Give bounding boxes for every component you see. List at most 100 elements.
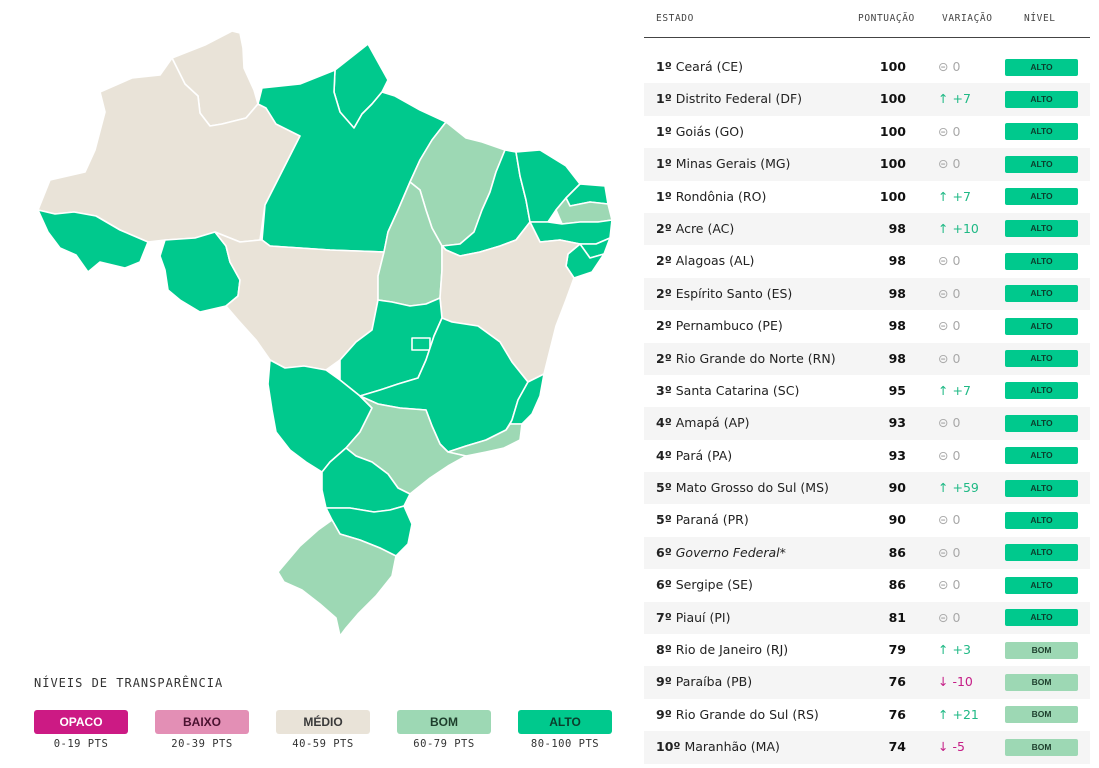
variation-zero-icon: ⊝: [938, 609, 949, 625]
variation-down-icon: ↓: [938, 674, 949, 690]
table-row[interactable]: 2º Acre (AC) 98 ↑ +10 ALTO: [644, 212, 1090, 246]
legend-range-medio: 40-59 PTS: [292, 738, 354, 750]
row-state: 6º Governo Federal*: [656, 537, 786, 569]
table-row[interactable]: 2º Rio Grande do Norte (RN) 98 ⊝ 0 ALTO: [644, 342, 1090, 375]
row-state: 10º Maranhão (MA): [656, 731, 780, 763]
row-score: 81: [888, 609, 906, 625]
table-row[interactable]: 4º Pará (PA) 93 ⊝ 0 ALTO: [644, 440, 1090, 472]
state-rio-grande-do-sul[interactable]: [277, 519, 397, 637]
row-rank: 1º: [656, 123, 672, 139]
table-row[interactable]: 2º Alagoas (AL) 98 ⊝ 0 ALTO: [644, 245, 1090, 277]
row-state: 2º Pernambuco (PE): [656, 310, 783, 342]
row-rank: 9º: [656, 674, 672, 690]
variation-zero-icon: ⊝: [938, 156, 949, 172]
row-score: 100: [879, 188, 906, 204]
level-badge: ALTO: [1005, 544, 1078, 562]
table-row[interactable]: 9º Rio Grande do Sul (RS) 76 ↑ +21 BOM: [644, 699, 1090, 731]
legend-swatch-bom: BOM: [397, 710, 491, 734]
row-rank: 1º: [656, 91, 672, 107]
legend-item-opaco: OPACO 0-19 PTS: [34, 710, 128, 750]
variation-value: 0: [952, 544, 961, 560]
table-row[interactable]: 6º Governo Federal* 86 ⊝ 0 ALTO: [644, 536, 1090, 570]
row-variation: ⊝ 0: [938, 278, 960, 310]
row-state: 2º Acre (AC): [656, 213, 734, 245]
variation-value: +7: [952, 91, 971, 107]
level-badge: ALTO: [1005, 511, 1078, 529]
row-score: 100: [879, 156, 906, 172]
variation-value: -10: [952, 674, 973, 690]
row-variation: ⊝ 0: [938, 537, 960, 569]
table-row[interactable]: 1º Ceará (CE) 100 ⊝ 0 ALTO: [644, 51, 1090, 83]
level-badge: BOM: [1005, 641, 1078, 659]
row-variation: ⊝ 0: [938, 343, 960, 375]
row-variation: ⊝ 0: [938, 504, 960, 536]
row-state-name: Acre (AC): [675, 220, 735, 236]
row-score: 76: [888, 706, 906, 722]
row-score: 98: [888, 253, 906, 269]
row-score: 79: [888, 642, 906, 658]
level-badge: ALTO: [1005, 479, 1078, 497]
level-badge: ALTO: [1005, 350, 1078, 368]
table-row[interactable]: 2º Pernambuco (PE) 98 ⊝ 0 ALTO: [644, 310, 1090, 342]
row-variation: ↑ +59: [938, 472, 979, 504]
level-badge: ALTO: [1005, 123, 1078, 141]
variation-up-icon: ↑: [938, 91, 949, 107]
row-state: 7º Piauí (PI): [656, 602, 730, 634]
header-state[interactable]: ESTADO: [656, 13, 694, 24]
header-score[interactable]: PONTUAÇÃO: [858, 13, 915, 24]
row-variation: ⊝ 0: [938, 602, 960, 634]
row-score: 90: [888, 512, 906, 528]
variation-value: +7: [952, 382, 971, 398]
row-variation: ⊝ 0: [938, 148, 960, 180]
table-row[interactable]: 8º Rio de Janeiro (RJ) 79 ↑ +3 BOM: [644, 634, 1090, 666]
variation-zero-icon: ⊝: [938, 577, 949, 593]
level-badge: ALTO: [1005, 188, 1078, 206]
row-state-name: Pará (PA): [675, 447, 733, 463]
table-row[interactable]: 1º Goiás (GO) 100 ⊝ 0 ALTO: [644, 116, 1090, 148]
level-badge: ALTO: [1005, 285, 1078, 303]
variation-zero-icon: ⊝: [938, 123, 949, 139]
row-variation: ⊝ 0: [938, 51, 960, 83]
variation-value: +3: [952, 642, 971, 658]
row-variation: ⊝ 0: [938, 310, 960, 342]
variation-zero-icon: ⊝: [938, 318, 949, 334]
row-state: 3º Santa Catarina (SC): [656, 375, 799, 407]
variation-value: 0: [952, 609, 961, 625]
row-state: 1º Distrito Federal (DF): [656, 83, 802, 115]
row-variation: ↓ -5: [938, 731, 965, 763]
table-row[interactable]: 10º Maranhão (MA) 74 ↓ -5 BOM: [644, 731, 1090, 764]
row-state: 1º Rondônia (RO): [656, 181, 766, 213]
row-rank: 10º: [656, 739, 681, 755]
header-variation[interactable]: VARIAÇÃO: [942, 13, 993, 24]
table-row[interactable]: 1º Distrito Federal (DF) 100 ↑ +7 ALTO: [644, 83, 1090, 116]
row-state: 4º Pará (PA): [656, 440, 732, 472]
table-row[interactable]: 5º Paraná (PR) 90 ⊝ 0 ALTO: [644, 504, 1090, 536]
table-row[interactable]: 6º Sergipe (SE) 86 ⊝ 0 ALTO: [644, 569, 1090, 601]
row-rank: 1º: [656, 59, 672, 74]
variation-up-icon: ↑: [938, 220, 949, 236]
level-badge: ALTO: [1005, 317, 1078, 335]
row-state: 8º Rio de Janeiro (RJ): [656, 634, 788, 666]
row-score: 100: [879, 91, 906, 107]
table-row[interactable]: 3º Santa Catarina (SC) 95 ↑ +7 ALTO: [644, 375, 1090, 407]
table-row[interactable]: 1º Rondônia (RO) 100 ↑ +7 ALTO: [644, 181, 1090, 213]
table-row[interactable]: 9º Paraíba (PB) 76 ↓ -10 BOM: [644, 666, 1090, 699]
row-rank: 1º: [656, 156, 672, 172]
variation-value: +10: [952, 220, 979, 236]
table-row[interactable]: 4º Amapá (AP) 93 ⊝ 0 ALTO: [644, 407, 1090, 440]
row-rank: 3º: [656, 382, 672, 398]
table-row[interactable]: 5º Mato Grosso do Sul (MS) 90 ↑ +59 ALTO: [644, 472, 1090, 505]
table-row[interactable]: 1º Minas Gerais (MG) 100 ⊝ 0 ALTO: [644, 148, 1090, 181]
state-pernambuco[interactable]: [529, 219, 613, 245]
table-row[interactable]: 7º Piauí (PI) 81 ⊝ 0 ALTO: [644, 601, 1090, 635]
row-variation: ⊝ 0: [938, 245, 960, 277]
header-level[interactable]: NÍVEL: [1024, 13, 1056, 24]
state-rio-de-janeiro[interactable]: [447, 423, 523, 457]
row-state: 4º Amapá (AP): [656, 407, 750, 439]
state-acre[interactable]: [37, 209, 149, 273]
state-distrito-federal[interactable]: [411, 337, 431, 351]
row-state: 9º Paraíba (PB): [656, 666, 752, 698]
row-rank: 4º: [656, 415, 672, 431]
table-row[interactable]: 2º Espírito Santo (ES) 98 ⊝ 0 ALTO: [644, 277, 1090, 311]
level-badge: ALTO: [1005, 220, 1078, 238]
